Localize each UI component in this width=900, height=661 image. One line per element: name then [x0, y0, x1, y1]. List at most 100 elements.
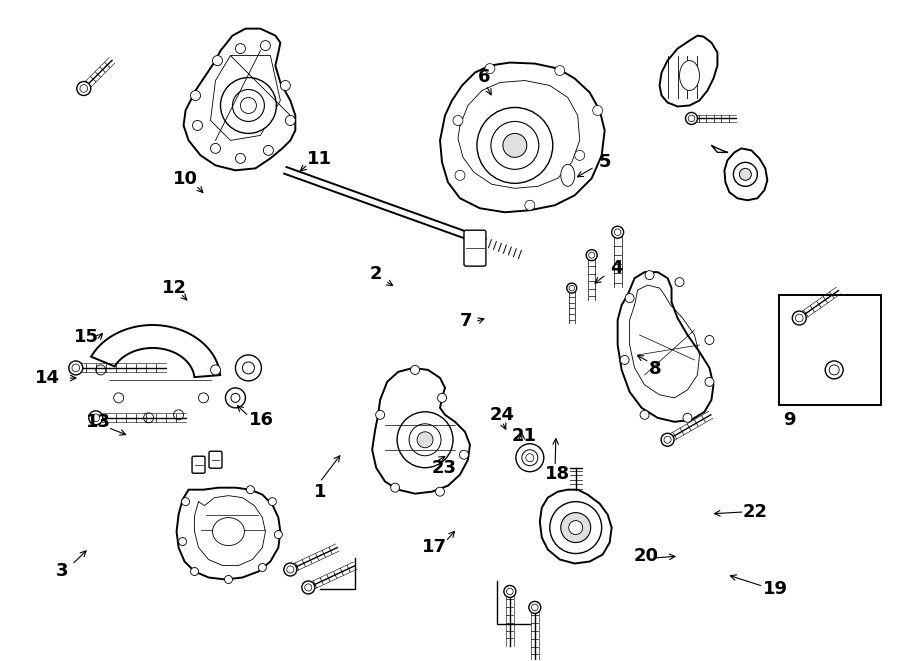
Circle shape	[586, 250, 598, 260]
Circle shape	[247, 486, 255, 494]
Ellipse shape	[680, 61, 699, 91]
Circle shape	[236, 153, 246, 163]
Circle shape	[526, 453, 534, 462]
Circle shape	[705, 336, 714, 344]
Circle shape	[240, 97, 256, 114]
Text: 10: 10	[173, 170, 198, 188]
Text: 4: 4	[610, 259, 623, 277]
Circle shape	[224, 576, 232, 584]
Ellipse shape	[561, 165, 575, 186]
Circle shape	[391, 483, 400, 492]
Circle shape	[281, 81, 291, 91]
Circle shape	[191, 91, 201, 100]
Text: 20: 20	[634, 547, 658, 565]
Circle shape	[575, 151, 585, 161]
Circle shape	[740, 169, 752, 180]
Circle shape	[191, 568, 199, 576]
Text: 22: 22	[742, 503, 768, 521]
Circle shape	[410, 424, 441, 455]
Circle shape	[92, 414, 100, 422]
Text: 3: 3	[56, 563, 68, 580]
Circle shape	[569, 286, 574, 291]
Text: 13: 13	[86, 412, 111, 430]
Text: 18: 18	[545, 465, 571, 483]
Polygon shape	[91, 325, 220, 377]
FancyBboxPatch shape	[464, 230, 486, 266]
Circle shape	[589, 252, 595, 258]
Circle shape	[397, 412, 453, 468]
Text: 12: 12	[162, 279, 187, 297]
Circle shape	[242, 362, 255, 374]
Text: 17: 17	[422, 538, 447, 556]
Polygon shape	[540, 490, 612, 564]
Circle shape	[554, 65, 565, 75]
Circle shape	[264, 145, 274, 155]
Circle shape	[640, 410, 649, 419]
Circle shape	[260, 40, 270, 51]
Circle shape	[525, 200, 535, 210]
Circle shape	[792, 311, 806, 325]
Text: 2: 2	[370, 266, 382, 284]
Circle shape	[615, 229, 621, 235]
Text: 8: 8	[649, 360, 662, 377]
Circle shape	[507, 588, 513, 595]
Text: 6: 6	[478, 67, 491, 85]
Text: 7: 7	[460, 311, 473, 330]
Circle shape	[593, 106, 603, 116]
Circle shape	[95, 365, 105, 375]
Circle shape	[664, 436, 671, 444]
Circle shape	[567, 283, 577, 293]
Ellipse shape	[212, 518, 245, 545]
Circle shape	[268, 498, 276, 506]
Bar	[779, 295, 881, 405]
Circle shape	[436, 487, 445, 496]
Circle shape	[437, 393, 446, 403]
Circle shape	[491, 122, 539, 169]
Circle shape	[89, 411, 103, 425]
Circle shape	[662, 433, 674, 446]
Circle shape	[688, 115, 695, 122]
Text: 23: 23	[431, 459, 456, 477]
Text: 21: 21	[512, 427, 537, 445]
Circle shape	[477, 108, 553, 183]
Circle shape	[410, 366, 419, 374]
Circle shape	[113, 393, 123, 403]
Text: 9: 9	[783, 410, 796, 428]
Circle shape	[645, 270, 654, 280]
Circle shape	[226, 388, 246, 408]
Circle shape	[503, 134, 526, 157]
Text: 15: 15	[74, 328, 99, 346]
Circle shape	[417, 432, 433, 447]
Circle shape	[705, 377, 714, 387]
FancyBboxPatch shape	[192, 456, 205, 473]
Circle shape	[232, 89, 265, 122]
Text: 19: 19	[762, 580, 788, 598]
Circle shape	[144, 413, 154, 423]
Circle shape	[829, 365, 839, 375]
Circle shape	[460, 450, 469, 459]
Text: 1: 1	[313, 483, 326, 501]
Circle shape	[825, 361, 843, 379]
Circle shape	[236, 355, 261, 381]
Circle shape	[375, 410, 384, 419]
Circle shape	[76, 81, 91, 95]
Circle shape	[211, 365, 220, 375]
Circle shape	[236, 44, 246, 54]
Polygon shape	[184, 28, 295, 171]
Circle shape	[455, 171, 465, 180]
FancyBboxPatch shape	[209, 451, 222, 468]
Circle shape	[285, 116, 295, 126]
Circle shape	[174, 410, 184, 420]
Circle shape	[212, 56, 222, 65]
Circle shape	[569, 521, 582, 535]
Circle shape	[796, 314, 803, 322]
Circle shape	[522, 449, 538, 466]
Circle shape	[485, 63, 495, 73]
Circle shape	[182, 498, 190, 506]
Circle shape	[453, 116, 463, 126]
Circle shape	[231, 393, 240, 403]
Circle shape	[258, 564, 266, 572]
Text: 24: 24	[490, 406, 515, 424]
Circle shape	[199, 393, 209, 403]
Circle shape	[178, 537, 186, 545]
